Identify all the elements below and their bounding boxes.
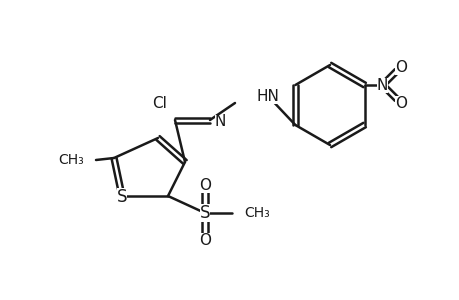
Text: N: N: [214, 115, 226, 130]
Text: CH₃: CH₃: [58, 153, 84, 167]
Text: O: O: [394, 95, 406, 110]
Text: HN: HN: [256, 88, 278, 104]
Text: CH₃: CH₃: [243, 206, 269, 220]
Text: O: O: [199, 233, 211, 248]
Text: O: O: [199, 178, 211, 193]
Text: Cl: Cl: [152, 95, 167, 110]
Text: S: S: [199, 204, 210, 222]
Text: N: N: [376, 77, 387, 92]
Text: S: S: [117, 188, 127, 206]
Text: O: O: [394, 59, 406, 74]
